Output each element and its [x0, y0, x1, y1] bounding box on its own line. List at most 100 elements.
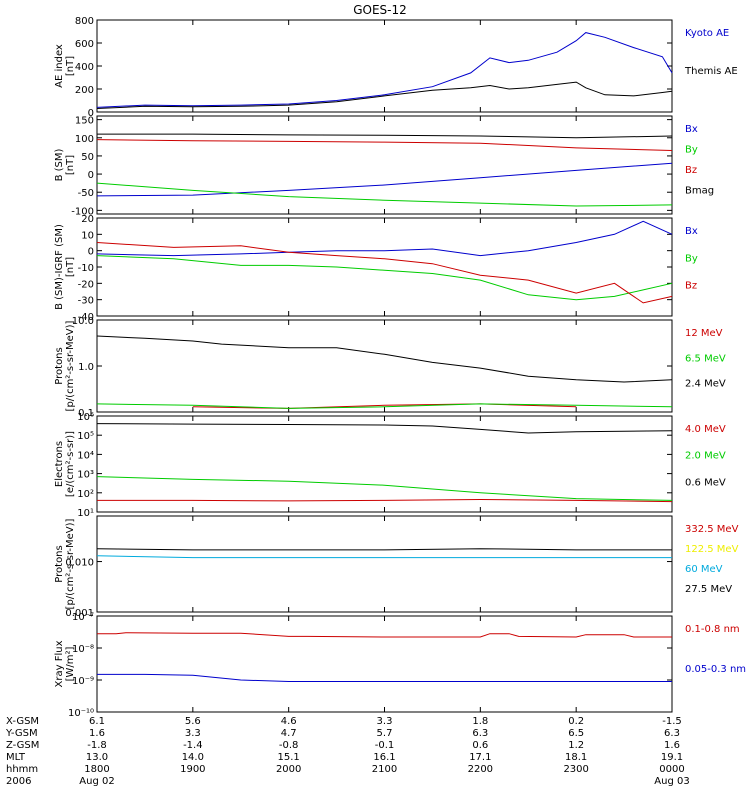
ephem-value: Aug 03	[654, 776, 689, 787]
series-line-by	[96, 255, 673, 301]
series-line-bx	[96, 220, 673, 257]
y-axis-label: AE index	[54, 44, 65, 88]
y-tick-label: -30	[78, 296, 94, 307]
y-tick-label: 10³	[77, 470, 94, 481]
series-line-bmag	[97, 133, 673, 139]
y-tick-label: -100	[71, 206, 94, 217]
ephem-value: Aug 02	[79, 776, 114, 787]
ephem-value: 1.6	[664, 740, 680, 751]
ephem-value: 2300	[563, 764, 588, 775]
series-line-2-4-mev	[96, 335, 673, 383]
y-tick-label: 10.0	[72, 316, 94, 327]
ephem-value: -1.4	[183, 740, 203, 751]
panel-protons_low: 0.1 1.0 10.0 Protons [p/(cm²-s-sr-MeV)] 12 Me…	[54, 316, 726, 419]
y-axis-unit: [p/(cm²-s-sr-MeV)]	[65, 518, 76, 609]
ephem-row-label: MLT	[6, 752, 26, 763]
legend-entry: 2.0 MeV	[685, 451, 726, 462]
ephem-value: 1900	[180, 764, 205, 775]
ephem-value: 18.1	[565, 752, 587, 763]
series-line-2-0-mev	[96, 476, 673, 501]
ephem-value: 19.1	[661, 752, 683, 763]
ephem-value: 6.3	[472, 728, 488, 739]
ephem-value: 0.2	[568, 716, 584, 727]
y-tick-label: 0.010	[65, 558, 94, 569]
ephem-value: 16.1	[373, 752, 395, 763]
ephem-value: 1800	[84, 764, 109, 775]
ephem-value: 3.3	[185, 728, 201, 739]
ephem-value: 0.6	[472, 740, 488, 751]
ephem-value: 2000	[276, 764, 301, 775]
ephem-value: -0.1	[375, 740, 395, 751]
series-line-4-0-mev	[97, 498, 673, 503]
legend-entry: 0.6 MeV	[685, 477, 726, 488]
y-tick-label: 0.1	[78, 408, 94, 419]
ephem-value: 6.5	[568, 728, 584, 739]
y-axis-label: Protons	[54, 545, 65, 582]
legend-entry: Bz	[685, 281, 697, 292]
y-tick-label: -10	[78, 263, 94, 274]
y-tick-label: 400	[75, 62, 94, 73]
y-tick-label: 1.0	[78, 362, 94, 373]
y-tick-label: 10⁵	[77, 431, 94, 442]
y-tick-label: 10⁶	[77, 412, 94, 423]
legend-entry: Bx	[685, 124, 698, 135]
ephem-value: 5.7	[377, 728, 393, 739]
y-tick-label: 150	[75, 116, 94, 127]
y-tick-label: 20	[81, 214, 94, 225]
ephem-value: -0.8	[279, 740, 299, 751]
ephem-row-label: hhmm	[6, 764, 38, 775]
panel-frame	[96, 319, 673, 413]
ephem-value: 2200	[468, 764, 493, 775]
ephem-row-label: Y-GSM	[5, 728, 38, 739]
legend-entry: 332.5 MeV	[685, 524, 739, 535]
y-axis-unit: [nT]	[65, 155, 76, 175]
y-tick-label: 10⁻⁷	[72, 612, 94, 623]
ephem-value: 17.1	[469, 752, 491, 763]
legend-entry: 0.05-0.3 nm	[685, 664, 746, 675]
panel-bsm: -100 -50 0 50 100 150 B (SM) [nT] Bx By Bz Bmag	[54, 115, 714, 217]
y-tick-label: 10¹	[77, 508, 94, 519]
ephem-value: 1.8	[472, 716, 488, 727]
y-axis-unit: [W/m²]	[65, 646, 76, 681]
legend-entry: Bz	[685, 165, 697, 176]
panel-frame	[96, 217, 673, 317]
panel-electrons: 10¹ 10² 10³ 10⁴ 10⁵ 10⁶ Electrons [e/(cm²-s-sr)…	[54, 412, 726, 519]
y-axis-label: Electrons	[54, 441, 65, 487]
ephem-value: 6.1	[89, 716, 105, 727]
panel-frame	[96, 115, 673, 215]
ephem-value: 4.7	[281, 728, 297, 739]
series-line-kyoto-ae	[96, 32, 673, 108]
panel-frame	[96, 515, 673, 613]
y-axis-unit: [p/(cm²-s-sr-MeV)]	[65, 320, 76, 411]
legend-entry: 60 MeV	[685, 564, 723, 575]
legend-entry: 122.5 MeV	[685, 544, 739, 555]
series-line-by	[96, 182, 673, 207]
series-line-0-1-0-8-nm	[97, 632, 672, 638]
panel-frame	[96, 415, 673, 513]
ephem-value: -1.5	[662, 716, 682, 727]
panel-frame	[96, 19, 673, 113]
y-tick-label: 10⁻⁹	[72, 676, 94, 687]
panel-bigrf: -40 -30 -20 -10 0 10 20 B (SM)-IGRF (SM) [nT] Bx B…	[54, 214, 698, 323]
y-axis-unit: [nT]	[65, 257, 76, 277]
y-tick-label: 0	[88, 170, 94, 181]
ephem-value: 14.0	[182, 752, 204, 763]
series-line-60-mev	[96, 555, 672, 559]
y-axis-unit: [e/(cm²-s-sr)]	[65, 431, 76, 497]
y-tick-label: 100	[75, 134, 94, 145]
series-line-27-5-mev	[96, 548, 672, 551]
legend-entry: By	[685, 253, 698, 264]
legend-entry: Bmag	[685, 186, 714, 197]
y-tick-label: -50	[78, 188, 94, 199]
ephem-value: 5.6	[185, 716, 201, 727]
legend-entry: Themis AE	[684, 66, 738, 77]
legend-entry: Bx	[685, 226, 698, 237]
legend-entry: 2.4 MeV	[685, 379, 726, 390]
chart-title: GOES-12	[353, 3, 407, 17]
ephem-value: 3.3	[377, 716, 393, 727]
y-tick-label: 0.001	[65, 608, 94, 619]
series-line-bz	[96, 242, 673, 304]
y-tick-label: 800	[75, 16, 94, 27]
y-tick-label: -20	[78, 279, 94, 290]
